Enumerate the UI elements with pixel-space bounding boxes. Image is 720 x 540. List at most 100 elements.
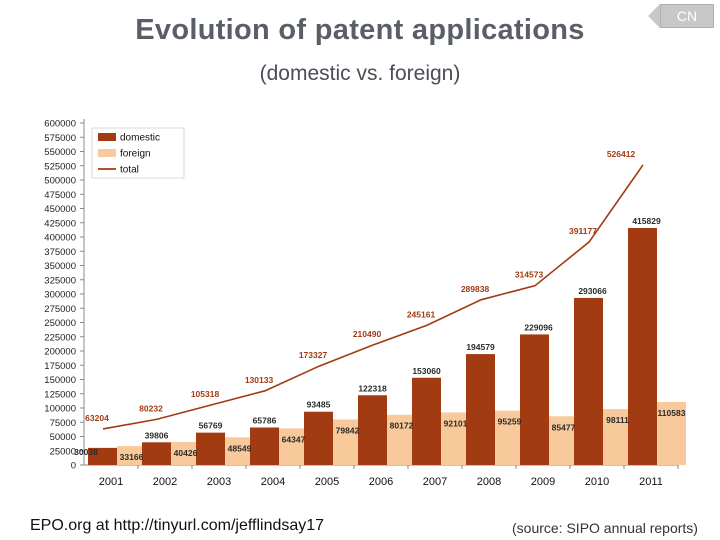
y-tick-label: 100000: [44, 404, 76, 415]
y-tick-label: 475000: [44, 190, 76, 201]
data-label-domestic: 93485: [307, 400, 331, 410]
bar-domestic: [196, 432, 225, 465]
bar-foreign: [603, 409, 632, 465]
bar-domestic: [628, 227, 657, 465]
data-label-foreign: 92101: [444, 419, 468, 429]
data-label-foreign: 95259: [498, 417, 522, 427]
data-label-domestic: 153060: [412, 366, 441, 376]
badge-notch: [648, 4, 660, 28]
y-tick-label: 250000: [44, 318, 76, 329]
footer-credit: EPO.org at http://tinyurl.com/jefflindsa…: [30, 517, 325, 534]
bar-domestic: [412, 377, 441, 465]
data-label-domestic: 122318: [358, 383, 387, 393]
bar-foreign: [657, 401, 686, 465]
data-label-foreign: 48549: [228, 443, 252, 453]
x-tick-label: 2009: [531, 476, 555, 488]
data-label-domestic: 30038: [74, 447, 98, 457]
legend-label-total: total: [120, 165, 139, 176]
data-label-domestic: 415829: [632, 216, 661, 226]
y-tick-label: 450000: [44, 204, 76, 215]
data-label-domestic: 229096: [524, 322, 553, 332]
legend-label-domestic: domestic: [120, 133, 160, 144]
footer-source: (source: SIPO annual reports): [512, 520, 698, 536]
x-tick-label: 2003: [207, 476, 231, 488]
data-label-foreign: 80172: [390, 421, 414, 431]
data-label-domestic: 293066: [578, 286, 607, 296]
data-label-domestic: 39806: [145, 430, 169, 440]
y-tick-label: 150000: [44, 375, 76, 386]
y-tick-label: 500000: [44, 176, 76, 187]
x-tick-label: 2001: [99, 476, 123, 488]
data-label-foreign: 79842: [336, 425, 360, 435]
y-tick-label: 175000: [44, 361, 76, 372]
page-subtitle: (domestic vs. foreign): [259, 62, 461, 85]
data-label-total: 105318: [191, 389, 220, 399]
y-tick-label: 350000: [44, 261, 76, 272]
data-label-domestic: 56769: [199, 421, 223, 431]
y-tick-label: 375000: [44, 247, 76, 258]
data-label-domestic: 65786: [253, 416, 277, 426]
data-label-foreign: 98111: [606, 415, 629, 425]
data-label-total: 80232: [139, 403, 163, 413]
bar-foreign: [441, 412, 470, 465]
x-tick-label: 2008: [477, 476, 501, 488]
country-badge: CN: [660, 4, 714, 28]
y-tick-label: 225000: [44, 332, 76, 343]
data-label-foreign: 64347: [282, 434, 306, 444]
bar-domestic: [574, 297, 603, 465]
data-label-total: 289838: [461, 284, 490, 294]
y-tick-label: 600000: [44, 119, 76, 130]
y-tick-label: 275000: [44, 304, 76, 315]
data-label-total: 526412: [607, 149, 636, 159]
data-label-total: 130133: [245, 375, 274, 385]
y-tick-label: 25000: [50, 446, 76, 457]
bar-domestic: [304, 411, 333, 465]
data-label-total: 391177: [569, 226, 597, 236]
line-total: [102, 164, 644, 430]
x-tick-label: 2005: [315, 476, 339, 488]
x-tick-label: 2010: [585, 476, 609, 488]
bar-domestic: [466, 354, 495, 465]
bar-foreign: [171, 441, 200, 465]
data-label-total: 245161: [407, 309, 436, 319]
bar-foreign: [495, 410, 524, 465]
data-label-foreign: 33166: [120, 452, 144, 462]
x-tick-label: 2004: [261, 476, 285, 488]
data-label-foreign: 85477: [552, 422, 576, 432]
bar-domestic: [88, 447, 117, 465]
bar-foreign: [387, 414, 416, 465]
y-tick-label: 550000: [44, 147, 76, 158]
data-label-total: 173327: [299, 350, 328, 360]
bar-foreign: [549, 416, 578, 465]
y-tick-label: 50000: [50, 432, 76, 443]
y-tick-label: 525000: [44, 161, 76, 172]
bar-domestic: [358, 395, 387, 465]
data-label-foreign: 110583: [658, 408, 686, 418]
y-tick-label: 400000: [44, 233, 76, 244]
data-label-domestic: 194579: [466, 342, 495, 352]
bar-foreign: [225, 437, 254, 465]
bar-foreign: [333, 419, 362, 465]
data-label-total: 314573: [515, 270, 544, 280]
x-tick-label: 2007: [423, 476, 447, 488]
y-tick-label: 300000: [44, 290, 76, 301]
bar-domestic: [142, 442, 171, 465]
x-tick-label: 2002: [153, 476, 177, 488]
bar-foreign: [279, 428, 308, 465]
bar-domestic: [250, 427, 279, 465]
data-label-total: 63204: [85, 413, 109, 423]
legend-swatch-foreign: [98, 149, 116, 157]
y-tick-label: 125000: [44, 389, 76, 400]
page-title: Evolution of patent applications: [135, 14, 585, 46]
bar-foreign: [117, 446, 146, 465]
y-tick-label: 0: [71, 461, 76, 472]
data-label-total: 210490: [353, 329, 382, 339]
x-tick-label: 2011: [639, 476, 663, 488]
y-tick-label: 425000: [44, 218, 76, 229]
x-tick-label: 2006: [369, 476, 393, 488]
y-tick-label: 575000: [44, 133, 76, 144]
data-label-foreign: 40426: [174, 448, 198, 458]
y-tick-label: 75000: [50, 418, 76, 429]
bar-domestic: [520, 334, 549, 465]
